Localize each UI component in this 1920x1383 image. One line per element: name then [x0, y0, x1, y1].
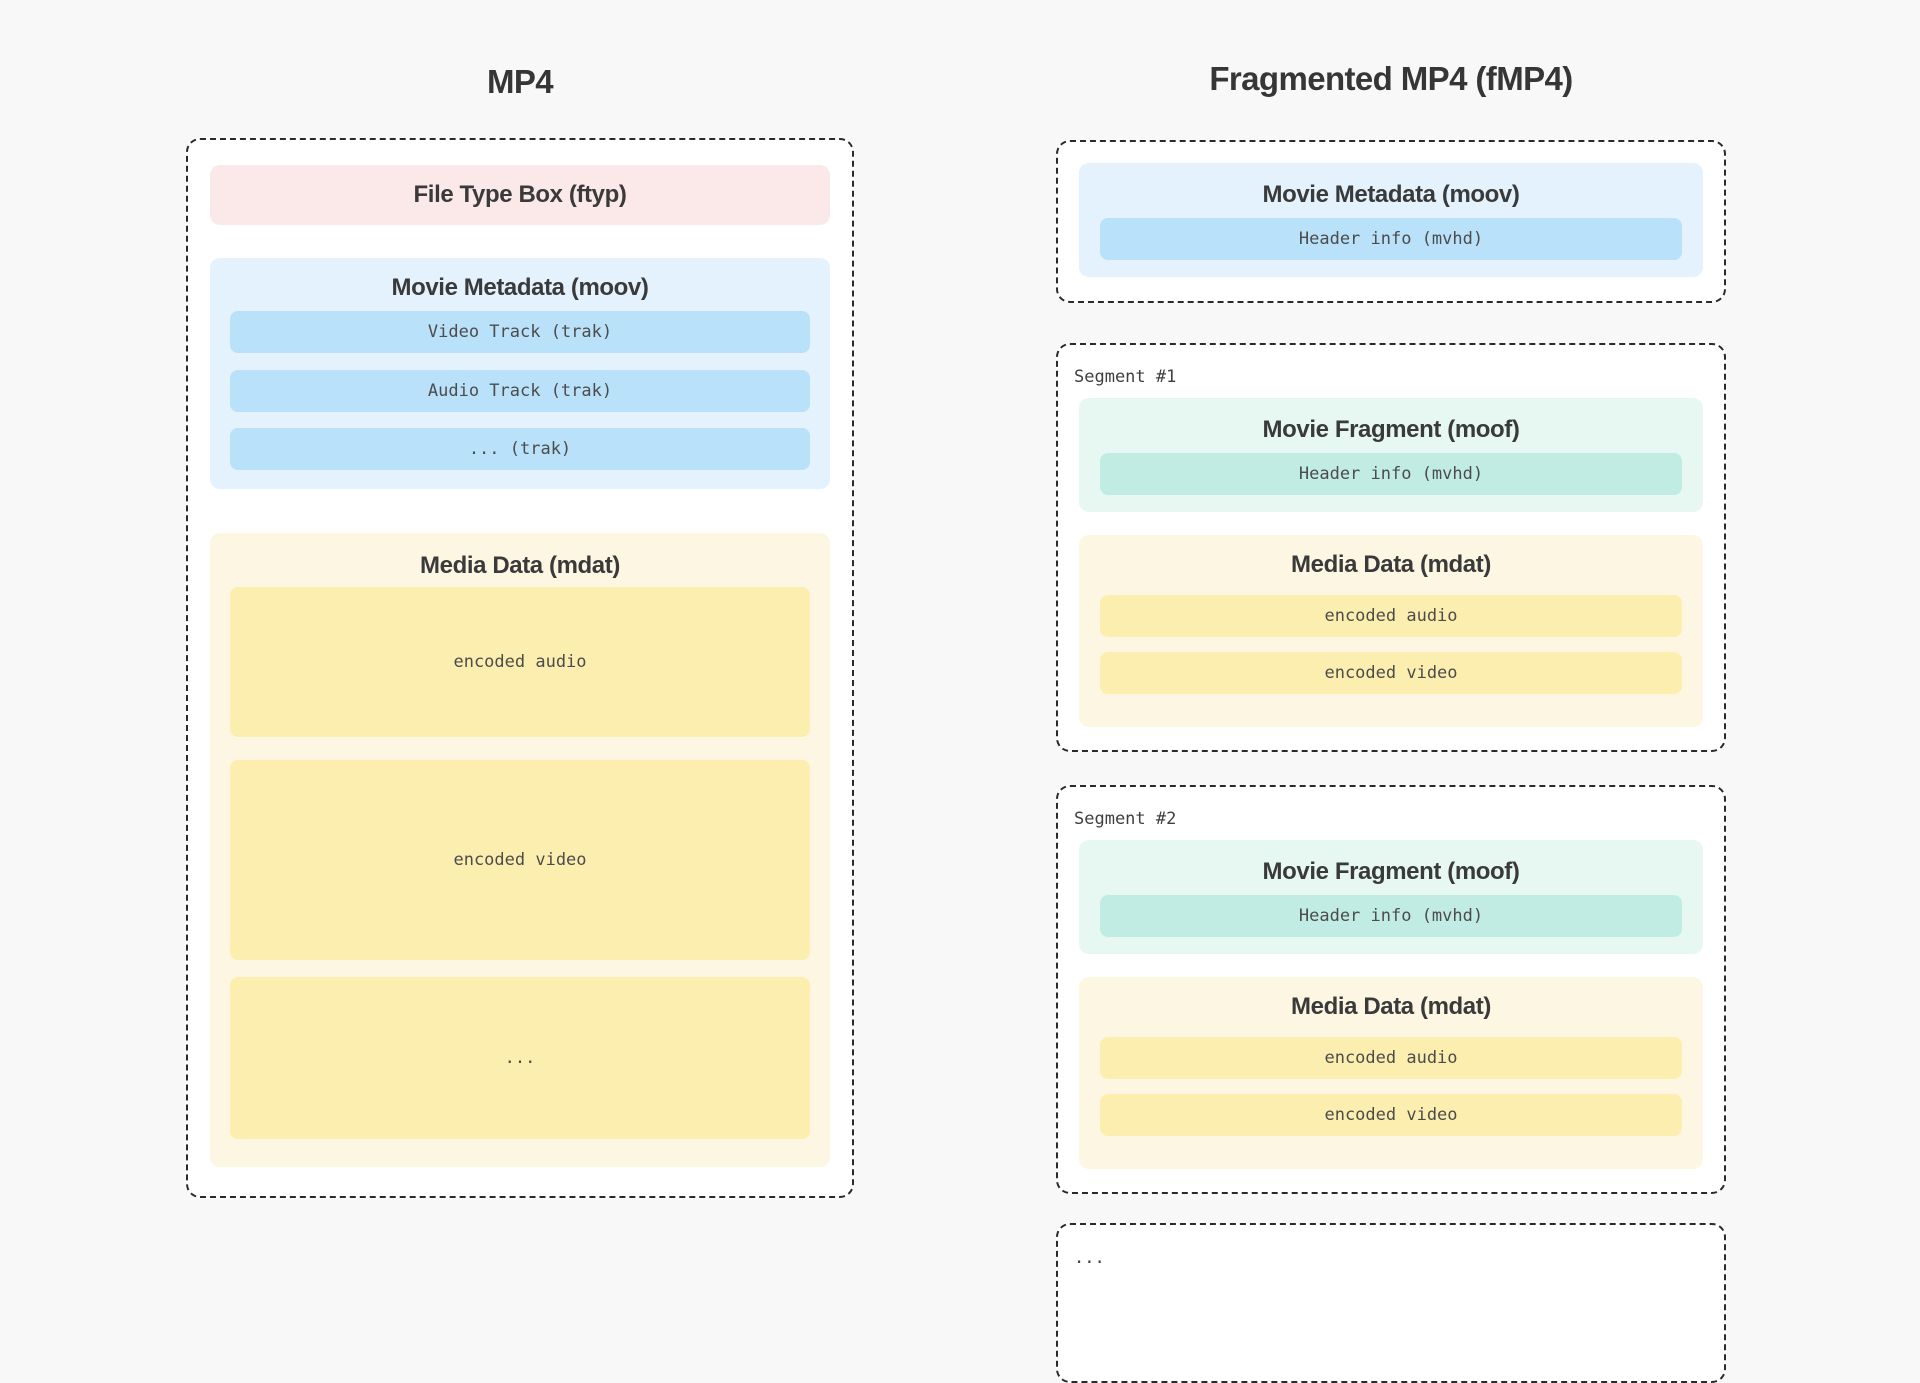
segment-1-encoded-video-row: encoded video [1100, 652, 1682, 694]
fmp4-moov-box: Movie Metadata (moov) Header info (mvhd) [1079, 163, 1703, 277]
segment-1-moof-header-row: Header info (mvhd) [1100, 453, 1682, 495]
segment-1-encoded-audio-row: encoded audio [1100, 595, 1682, 637]
segment-2-container: Segment #2 Movie Fragment (moof) Header … [1056, 785, 1726, 1194]
mdat-box: Media Data (mdat) encoded audio encoded … [210, 533, 830, 1167]
moov-box: Movie Metadata (moov) Video Track (trak)… [210, 258, 830, 489]
fmp4-column-title: Fragmented MP4 (fMP4) [1209, 60, 1573, 97]
video-track-row: Video Track (trak) [230, 311, 810, 353]
segment-1-moof-box: Movie Fragment (moof) Header info (mvhd) [1079, 398, 1703, 512]
segment-1-mdat-title: Media Data (mdat) [1291, 551, 1491, 578]
encoded-video-block: encoded video [230, 760, 810, 960]
audio-track-row: Audio Track (trak) [230, 370, 810, 412]
moov-title: Movie Metadata (moov) [391, 274, 649, 301]
segment-2-encoded-audio-row: encoded audio [1100, 1037, 1682, 1079]
fmp4-moov-title: Movie Metadata (moov) [1262, 181, 1520, 208]
segment-2-encoded-video-row: encoded video [1100, 1094, 1682, 1136]
more-media-block: ... [230, 977, 810, 1139]
encoded-audio-block: encoded audio [230, 587, 810, 737]
segment-1-moof-title: Movie Fragment (moof) [1262, 416, 1520, 443]
mp4-column-title: MP4 [486, 63, 554, 100]
ftyp-box: File Type Box (ftyp) [210, 165, 830, 225]
more-segments-label: ... [1074, 1248, 1105, 1268]
mdat-title: Media Data (mdat) [420, 552, 620, 579]
segment-2-mdat-box: Media Data (mdat) encoded audio encoded … [1079, 977, 1703, 1169]
segment-1-mdat-box: Media Data (mdat) encoded audio encoded … [1079, 535, 1703, 727]
fmp4-moov-header-row: Header info (mvhd) [1100, 218, 1682, 260]
mp4-file-container: File Type Box (ftyp) Movie Metadata (moo… [186, 138, 854, 1198]
more-segments-container: ... [1056, 1223, 1726, 1383]
segment-1-label: Segment #1 [1074, 367, 1177, 387]
fmp4-moov-container: Movie Metadata (moov) Header info (mvhd) [1056, 140, 1726, 303]
ftyp-label: File Type Box (ftyp) [413, 181, 627, 208]
segment-2-label: Segment #2 [1074, 809, 1177, 829]
segment-2-mdat-title: Media Data (mdat) [1291, 993, 1491, 1020]
segment-1-container: Segment #1 Movie Fragment (moof) Header … [1056, 343, 1726, 752]
segment-2-moof-box: Movie Fragment (moof) Header info (mvhd) [1079, 840, 1703, 954]
segment-2-moof-header-row: Header info (mvhd) [1100, 895, 1682, 937]
segment-2-moof-title: Movie Fragment (moof) [1262, 858, 1520, 885]
more-track-row: ... (trak) [230, 428, 810, 470]
